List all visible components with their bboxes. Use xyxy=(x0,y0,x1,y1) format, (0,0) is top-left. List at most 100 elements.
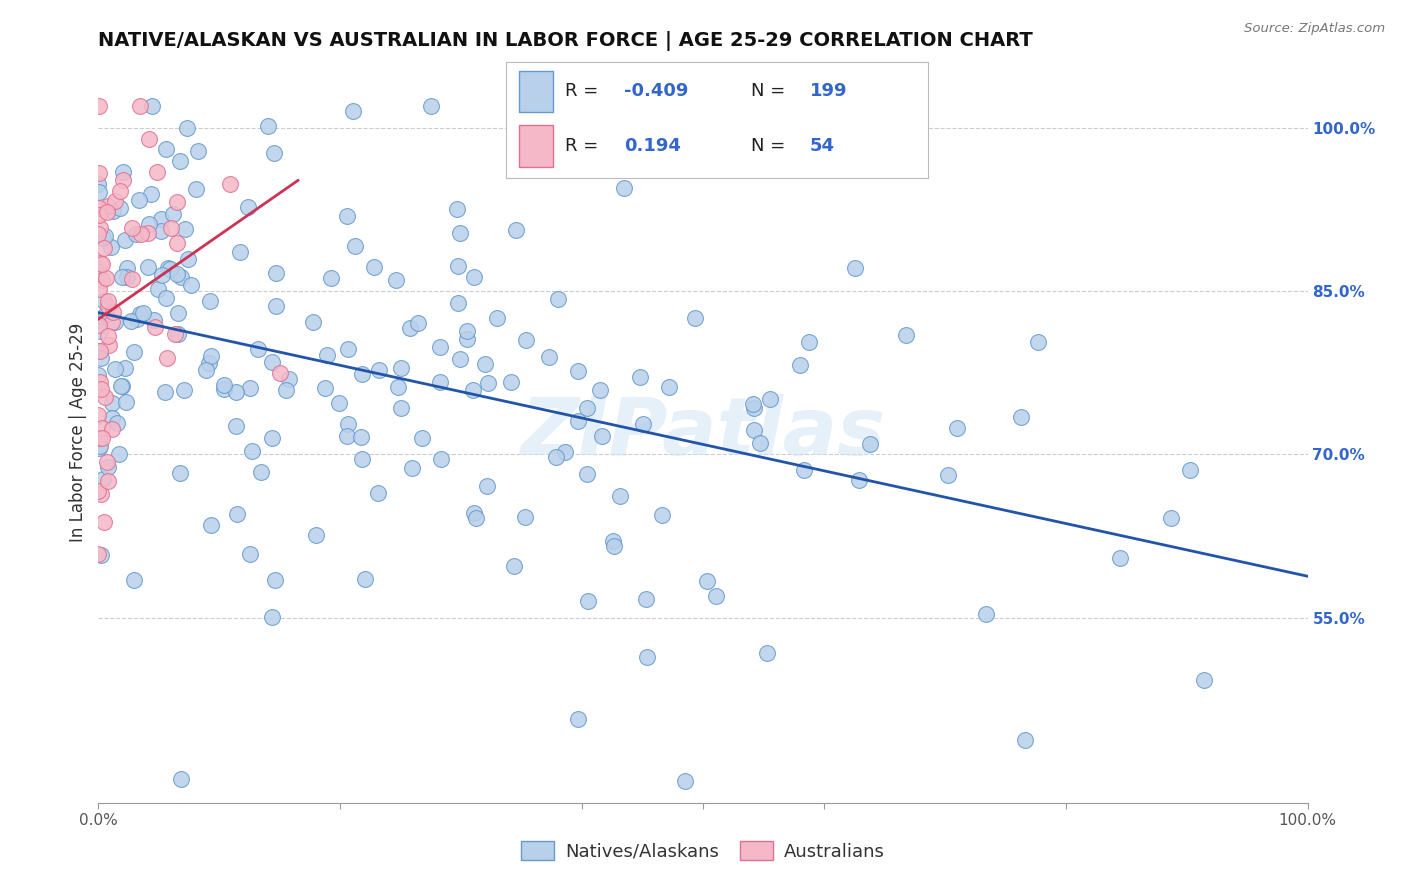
Point xyxy=(945,420,967,434)
Point xyxy=(89,441,111,455)
Point xyxy=(159,261,181,276)
Bar xyxy=(519,125,553,167)
Text: 199: 199 xyxy=(810,82,848,101)
Point xyxy=(146,164,169,178)
Point xyxy=(336,417,359,431)
Point xyxy=(94,229,117,244)
Point xyxy=(122,344,145,359)
Point xyxy=(936,468,959,483)
Point xyxy=(170,270,193,285)
Point xyxy=(449,226,471,240)
Point xyxy=(121,272,143,286)
Point xyxy=(628,370,651,384)
Point xyxy=(314,381,336,395)
Point xyxy=(328,396,350,410)
Point xyxy=(789,358,811,372)
Point xyxy=(576,594,599,608)
Point xyxy=(475,479,498,493)
Point xyxy=(239,547,262,561)
Point xyxy=(567,364,589,378)
Point xyxy=(544,450,567,464)
Point xyxy=(97,299,120,313)
Point xyxy=(184,182,207,196)
Point xyxy=(589,383,612,397)
Point xyxy=(896,327,918,342)
Point xyxy=(150,268,173,283)
Point xyxy=(87,227,110,241)
Point xyxy=(89,256,111,270)
Point xyxy=(89,282,111,296)
Point xyxy=(225,419,247,434)
Text: 54: 54 xyxy=(810,137,835,155)
Point xyxy=(591,429,613,443)
Point xyxy=(87,408,110,422)
Point xyxy=(156,260,179,275)
Point xyxy=(485,311,508,326)
Point xyxy=(447,259,470,273)
Point xyxy=(93,515,115,529)
Point xyxy=(759,392,782,407)
Text: N =: N = xyxy=(751,82,790,101)
Point xyxy=(160,221,183,235)
Point xyxy=(138,132,160,146)
Point xyxy=(141,99,163,113)
Point xyxy=(89,439,111,453)
Point xyxy=(212,382,235,396)
Point xyxy=(398,321,420,335)
Text: Source: ZipAtlas.com: Source: ZipAtlas.com xyxy=(1244,22,1385,36)
Point xyxy=(260,354,283,368)
Point xyxy=(793,462,815,476)
Point xyxy=(87,99,110,113)
Point xyxy=(744,401,766,416)
Point xyxy=(98,337,121,351)
Point xyxy=(547,292,569,306)
Point xyxy=(304,527,326,541)
Point xyxy=(87,368,110,382)
Point xyxy=(136,260,159,275)
Point xyxy=(505,223,527,237)
Point xyxy=(316,348,339,362)
Y-axis label: In Labor Force | Age 25-29: In Labor Force | Age 25-29 xyxy=(69,323,87,542)
Point xyxy=(139,187,162,202)
Point xyxy=(114,233,136,247)
Point xyxy=(166,194,188,209)
Point xyxy=(463,270,485,285)
Point xyxy=(229,245,252,260)
Point xyxy=(174,222,197,236)
Point xyxy=(429,375,451,389)
Point xyxy=(249,465,271,479)
Point xyxy=(90,382,112,396)
Point xyxy=(246,342,269,356)
Text: NATIVE/ALASKAN VS AUSTRALIAN IN LABOR FORCE | AGE 25-29 CORRELATION CHART: NATIVE/ALASKAN VS AUSTRALIAN IN LABOR FO… xyxy=(98,30,1033,51)
Point xyxy=(101,204,124,219)
Point xyxy=(104,362,127,376)
Point xyxy=(256,120,278,134)
Point xyxy=(97,460,120,475)
Text: N =: N = xyxy=(751,137,790,155)
Point xyxy=(212,377,235,392)
Point xyxy=(602,533,624,548)
Point xyxy=(463,506,485,520)
Point xyxy=(456,324,478,338)
Point xyxy=(848,473,870,487)
Point xyxy=(368,363,391,377)
Point xyxy=(87,547,110,561)
Point xyxy=(406,316,429,330)
Point xyxy=(87,166,110,180)
Point xyxy=(389,401,412,416)
Point xyxy=(463,383,485,397)
Point xyxy=(1178,462,1201,476)
Point xyxy=(146,282,169,296)
Point xyxy=(110,201,132,215)
Point xyxy=(239,381,262,395)
Point xyxy=(125,312,148,326)
Point xyxy=(474,357,496,371)
Point xyxy=(456,332,478,346)
Text: R =: R = xyxy=(565,137,610,155)
Point xyxy=(173,383,195,397)
Point xyxy=(101,396,124,410)
Point xyxy=(797,334,820,349)
Point xyxy=(155,292,177,306)
Text: -0.409: -0.409 xyxy=(624,82,689,101)
Point xyxy=(477,376,499,390)
